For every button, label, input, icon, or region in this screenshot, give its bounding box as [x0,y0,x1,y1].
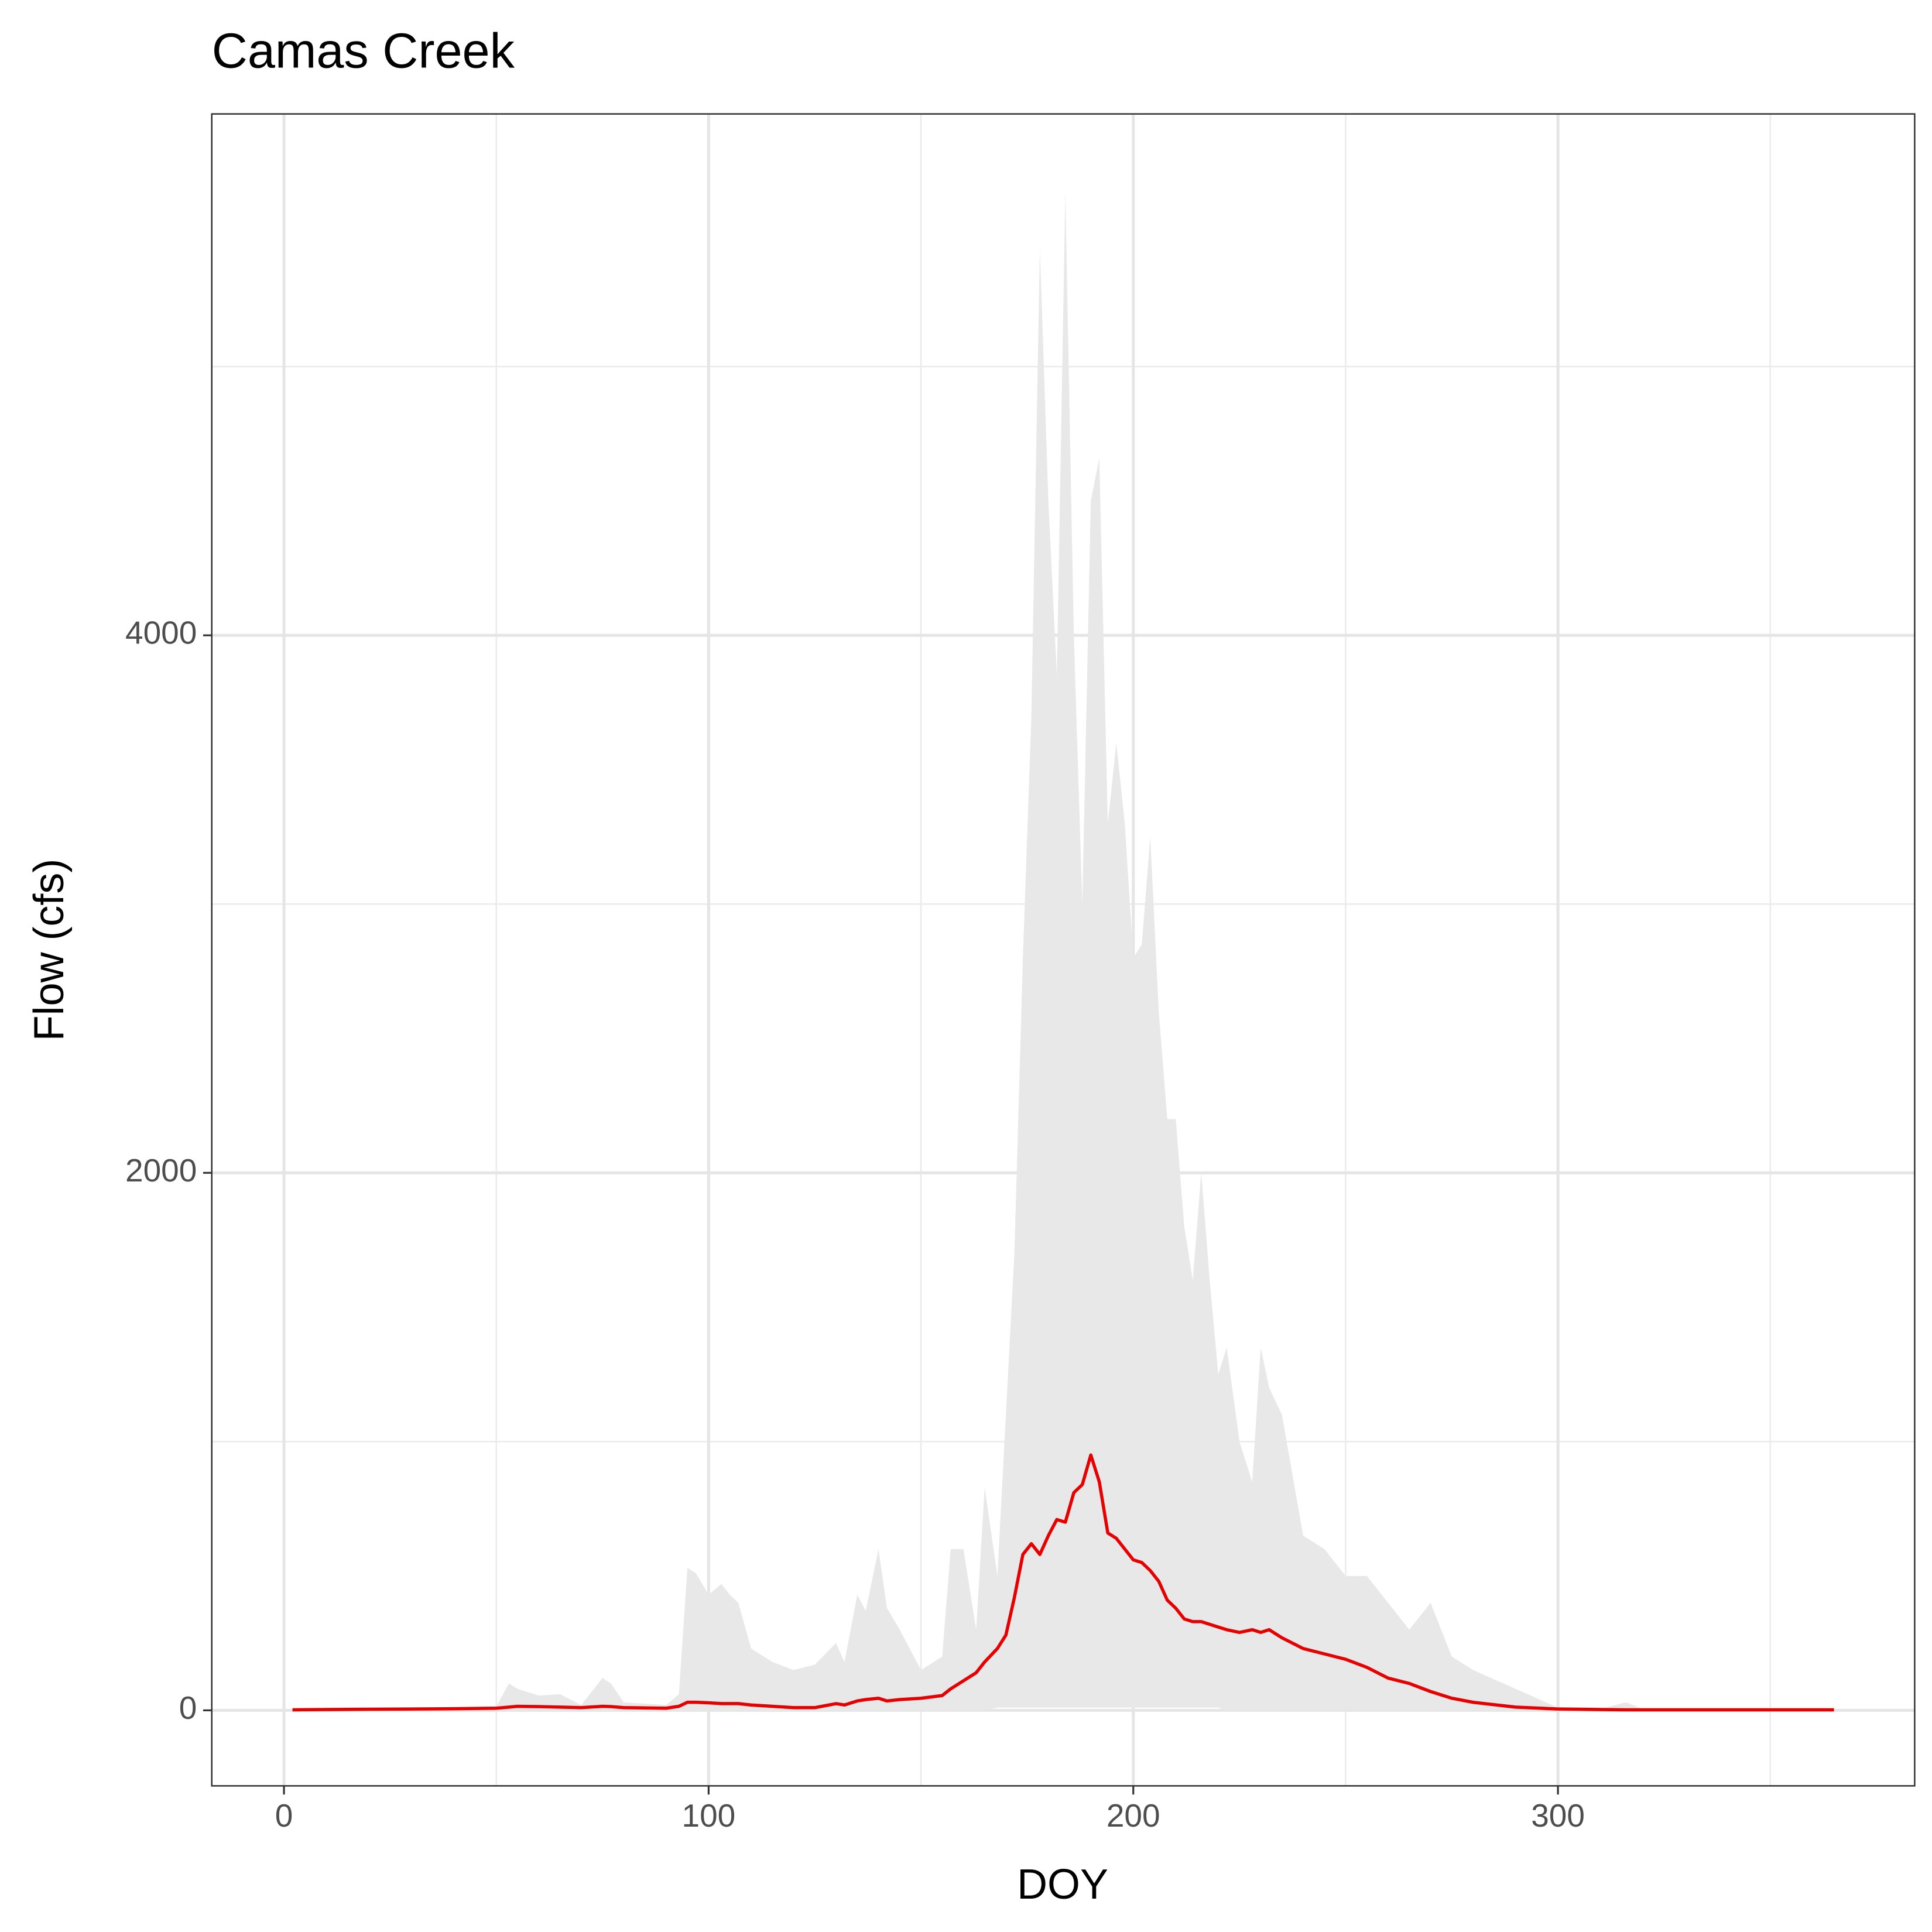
y-axis-title: Flow (cfs) [26,859,73,1042]
x-axis-title: DOY [1017,1861,1108,1908]
y-tick-label: 0 [179,1690,197,1726]
panel-border [211,113,1916,1787]
x-tick-label: 200 [1107,1797,1160,1834]
x-tick-label: 0 [275,1797,293,1834]
plot-area [292,191,1834,1712]
chart-title: Camas Creek [212,22,515,78]
x-tick-label: 300 [1531,1797,1585,1834]
flow-line [292,1453,1834,1712]
y-tick-label: 4000 [125,615,197,651]
range-ribbon [292,191,1834,1711]
y-tick-label: 2000 [125,1152,197,1188]
axes: 0 100 200 300 0 2000 4000 [125,615,1585,1834]
x-tick-label: 100 [682,1797,736,1834]
